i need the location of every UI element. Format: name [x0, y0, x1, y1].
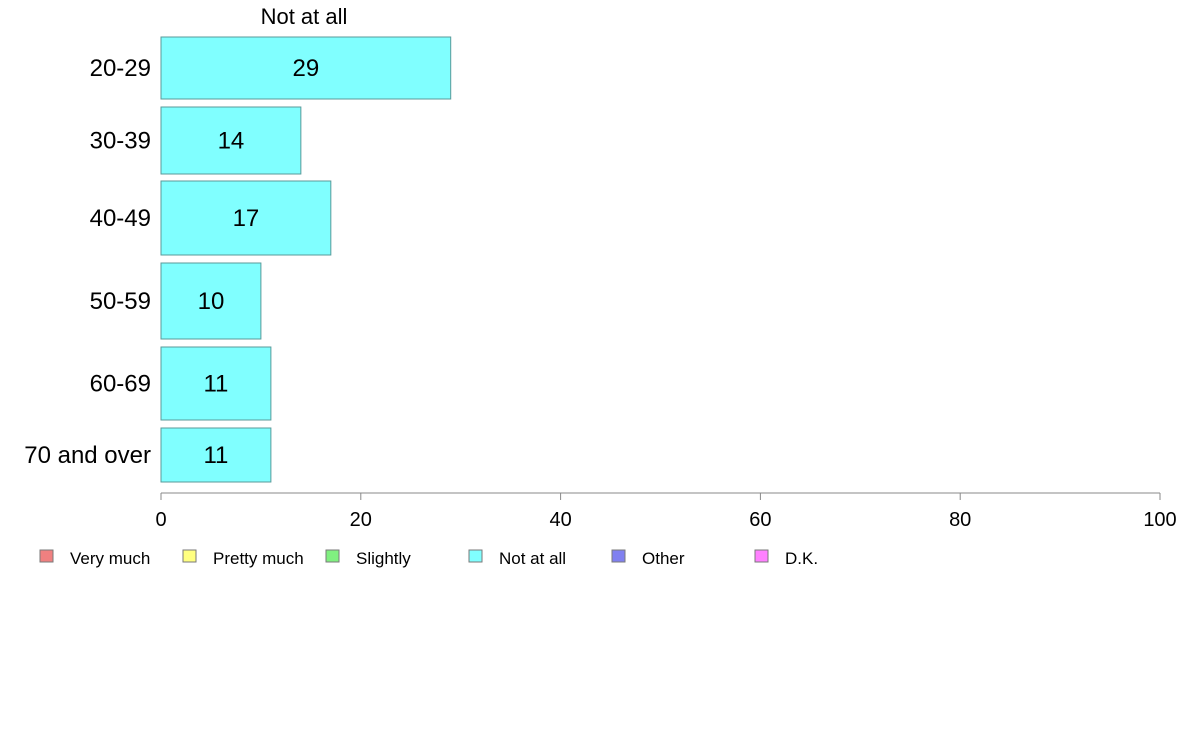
bar-value-label: 14 [218, 128, 245, 155]
bar-value-label: 11 [203, 442, 228, 469]
legend-swatch [39, 549, 54, 563]
x-tick-label: 80 [949, 509, 971, 531]
legend-label: Slightly [356, 549, 411, 568]
bars-layer: 20-29 29 30-39 14 40-49 17 50-59 10 60-69 11 70 an… [24, 36, 452, 483]
x-tick-label: 20 [350, 509, 372, 531]
bar-value-label: 10 [198, 288, 225, 315]
legend-label: Very much [70, 549, 150, 568]
bar-value-label: 29 [293, 55, 320, 82]
legend-label: Pretty much [213, 549, 304, 568]
bar-value-label: 11 [203, 371, 228, 398]
legend-label: D.K. [785, 549, 818, 568]
series-label: Not at all [261, 4, 348, 29]
x-tick-label: 40 [549, 509, 571, 531]
legend-swatch [754, 549, 769, 563]
bar-value-label: 17 [233, 205, 260, 232]
bar-60-69 [160, 346, 272, 421]
category-label: 20-29 [90, 55, 151, 82]
bar-50-59 [160, 262, 262, 340]
legend-swatch [182, 549, 197, 563]
legend-label: Other [642, 549, 685, 568]
x-tick-label: 0 [155, 509, 166, 531]
x-tick-label: 100 [1143, 509, 1176, 531]
legend-label: Not at all [499, 549, 566, 568]
legend-swatch [468, 549, 483, 563]
bar-30-39 [160, 106, 302, 175]
category-label: 40-49 [90, 205, 151, 232]
bar-20-29 [160, 36, 452, 100]
x-tick-label: 60 [749, 509, 771, 531]
bar-40-49 [160, 180, 332, 256]
category-label: 60-69 [90, 371, 151, 398]
x-axis: 0 20 40 60 80 100 [155, 492, 1177, 531]
category-label: 50-59 [90, 288, 151, 315]
bar-70-and-over [160, 427, 272, 483]
legend-swatch [611, 549, 626, 563]
category-label: 70 and over [24, 442, 151, 469]
legend-swatch [325, 549, 340, 563]
category-label: 30-39 [90, 128, 151, 155]
legend: Very much Pretty much Slightly Not at all Ot… [39, 549, 818, 568]
